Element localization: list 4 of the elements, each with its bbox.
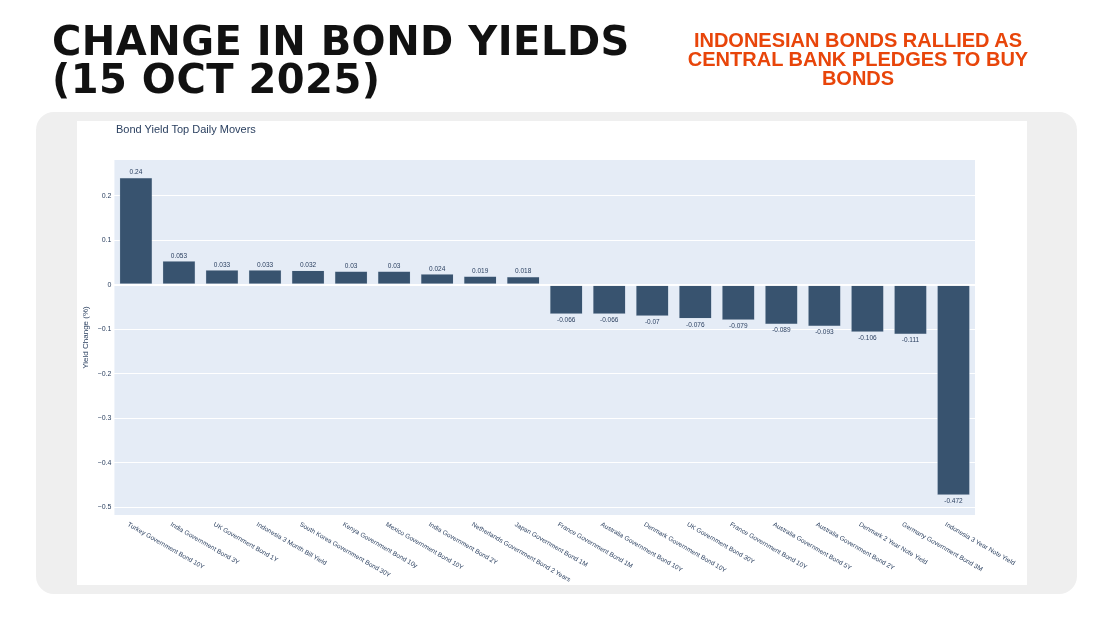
chart-subtitle: INDONESIAN BONDS RALLIED AS CENTRAL BANK PLEDGES TO BUY BONDS bbox=[686, 29, 1030, 89]
text: Bond Yield Top Daily Movers bbox=[116, 123, 256, 135]
chart-title: CHANGE IN BOND YIELDS (15 OCT 2025) bbox=[52, 18, 631, 102]
y-axis-title: Yield Change (%) bbox=[81, 305, 90, 369]
